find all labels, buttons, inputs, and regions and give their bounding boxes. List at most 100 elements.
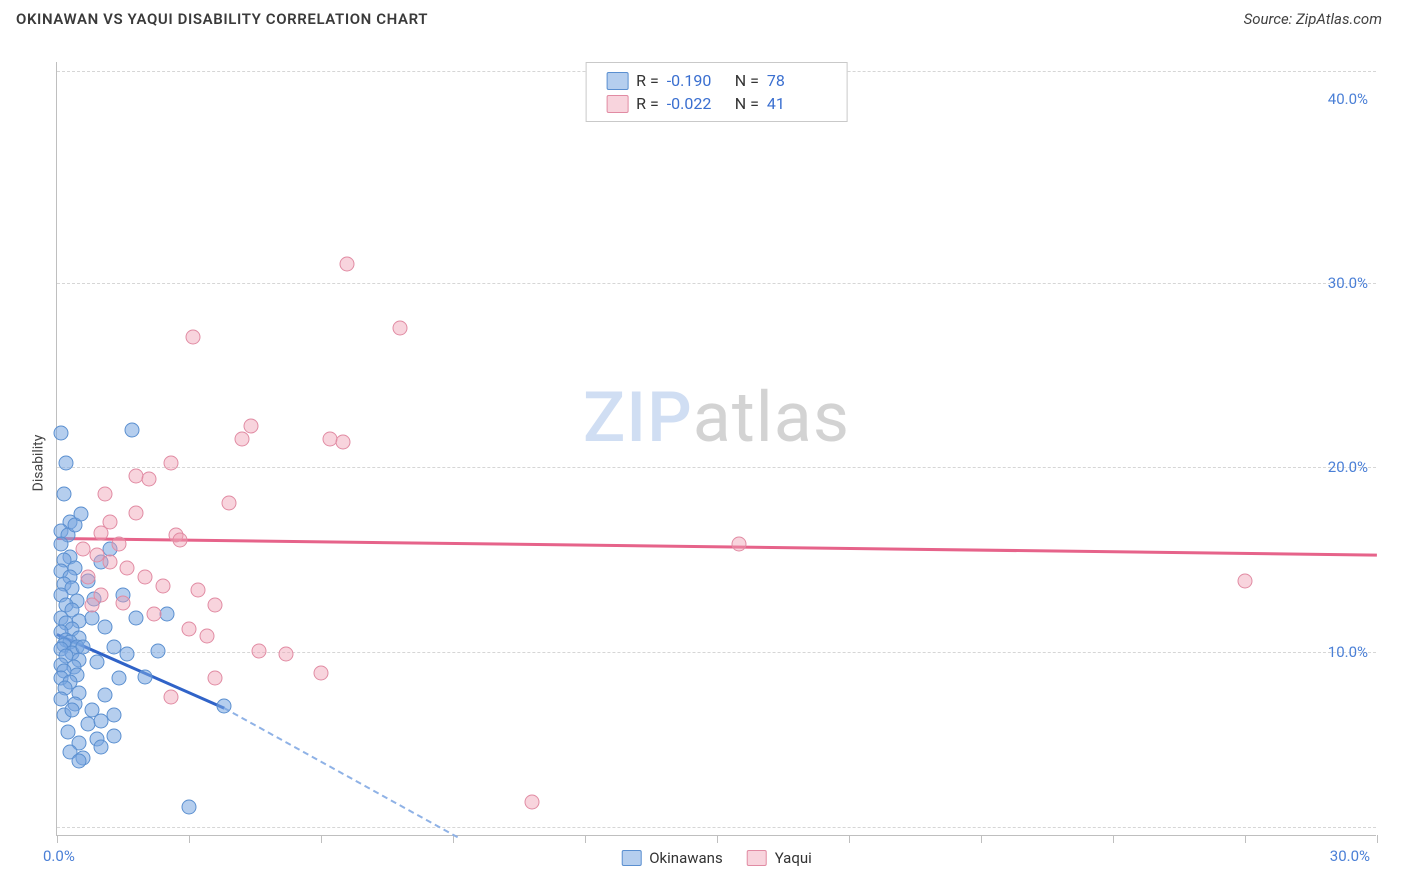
scatter-point: [111, 671, 126, 686]
scatter-point: [94, 525, 109, 540]
scatter-point: [164, 455, 179, 470]
legend-r-label: R =: [636, 71, 659, 90]
scatter-point: [58, 455, 73, 470]
scatter-point: [94, 739, 109, 754]
x-tick: [585, 835, 586, 843]
legend-n-label: N =: [735, 94, 759, 113]
legend-item: Yaqui: [747, 849, 812, 867]
scatter-point: [72, 754, 87, 769]
scatter-point: [164, 689, 179, 704]
scatter-point: [61, 724, 76, 739]
gridline: [57, 827, 1376, 828]
scatter-point: [190, 582, 205, 597]
legend-r-value: -0.022: [667, 94, 727, 113]
scatter-point: [107, 708, 122, 723]
x-tick: [849, 835, 850, 843]
y-tick-label: 40.0%: [1328, 90, 1368, 108]
watermark: ZIPatlas: [583, 377, 850, 459]
scatter-point: [124, 422, 139, 437]
scatter-point: [208, 597, 223, 612]
x-tick: [321, 835, 322, 843]
scatter-point: [182, 621, 197, 636]
scatter-point: [56, 487, 71, 502]
scatter-point: [146, 606, 161, 621]
legend-swatch: [606, 72, 628, 90]
trend-line: [57, 537, 1377, 556]
scatter-point: [173, 533, 188, 548]
scatter-point: [98, 487, 113, 502]
scatter-point: [182, 800, 197, 815]
legend-label: Yaqui: [775, 849, 812, 867]
scatter-point: [155, 579, 170, 594]
legend-series: Okinawans Yaqui: [621, 849, 812, 867]
scatter-point: [85, 610, 100, 625]
scatter-point: [138, 570, 153, 585]
scatter-point: [142, 472, 157, 487]
scatter-point: [243, 418, 258, 433]
chart-title: OKINAWAN VS YAQUI DISABILITY CORRELATION…: [16, 10, 428, 28]
y-axis-label: Disability: [30, 435, 46, 492]
scatter-point: [111, 536, 126, 551]
scatter-point: [138, 669, 153, 684]
scatter-point: [89, 654, 104, 669]
legend-r-value: -0.190: [667, 71, 727, 90]
scatter-point: [102, 555, 117, 570]
scatter-point: [234, 431, 249, 446]
legend-r-label: R =: [636, 94, 659, 113]
scatter-point: [252, 643, 267, 658]
legend-stats: R =-0.190N =78R =-0.022N =41: [585, 62, 848, 122]
watermark-part1: ZIP: [583, 377, 693, 459]
legend-stat-row: R = -0.022 N = 41: [606, 92, 827, 115]
chart-area: Disability ZIPatlas R =-0.190N =78R =-0.…: [16, 48, 1392, 878]
scatter-point: [160, 606, 175, 621]
scatter-point: [732, 536, 747, 551]
legend-n-value: 41: [767, 94, 827, 113]
scatter-point: [151, 643, 166, 658]
scatter-point: [199, 628, 214, 643]
scatter-point: [221, 496, 236, 511]
scatter-point: [186, 330, 201, 345]
scatter-point: [129, 610, 144, 625]
x-tick: [1377, 835, 1378, 843]
legend-item: Okinawans: [621, 849, 722, 867]
gridline: [57, 283, 1376, 284]
scatter-point: [80, 570, 95, 585]
legend-swatch: [606, 95, 628, 113]
plot-area: ZIPatlas R =-0.190N =78R =-0.022N =41 Ok…: [56, 62, 1376, 836]
trend-line: [224, 707, 458, 838]
scatter-point: [98, 687, 113, 702]
scatter-point: [120, 647, 135, 662]
y-tick-label: 10.0%: [1328, 643, 1368, 661]
legend-stat-row: R =-0.190N =78: [606, 69, 827, 92]
scatter-point: [278, 647, 293, 662]
scatter-point: [217, 699, 232, 714]
legend-swatch: [747, 850, 767, 866]
scatter-point: [116, 595, 131, 610]
scatter-point: [208, 671, 223, 686]
x-tick: [1113, 835, 1114, 843]
scatter-point: [314, 665, 329, 680]
source-label: Source: ZipAtlas.com: [1244, 10, 1382, 28]
legend-n-label: N =: [735, 71, 759, 90]
y-tick-label: 30.0%: [1328, 274, 1368, 292]
x-axis-max-label: 30.0%: [1330, 847, 1370, 865]
scatter-point: [1238, 573, 1253, 588]
scatter-point: [525, 794, 540, 809]
scatter-point: [54, 426, 69, 441]
scatter-point: [336, 435, 351, 450]
x-tick: [717, 835, 718, 843]
scatter-point: [340, 256, 355, 271]
x-tick: [1245, 835, 1246, 843]
scatter-point: [129, 505, 144, 520]
scatter-point: [120, 560, 135, 575]
legend-label: Okinawans: [649, 849, 722, 867]
x-tick: [981, 835, 982, 843]
x-tick: [57, 835, 58, 843]
scatter-point: [393, 321, 408, 336]
scatter-point: [74, 507, 89, 522]
watermark-part2: atlas: [693, 377, 850, 459]
x-axis-min-label: 0.0%: [43, 847, 75, 865]
legend-swatch: [621, 850, 641, 866]
scatter-point: [76, 640, 91, 655]
scatter-point: [98, 619, 113, 634]
